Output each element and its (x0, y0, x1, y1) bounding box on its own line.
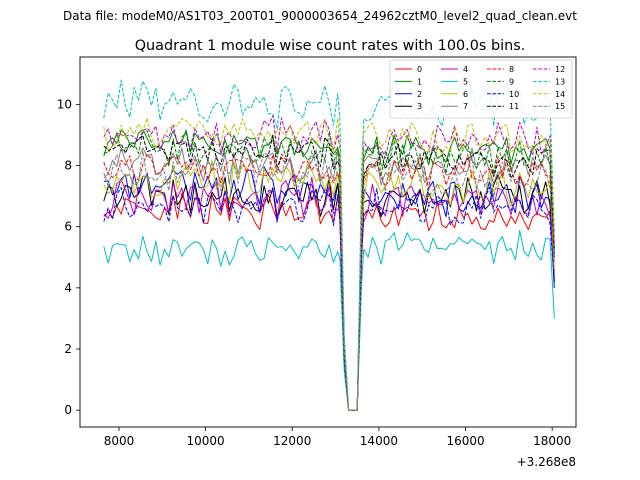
legend-label-5: 5 (463, 77, 468, 86)
series-line-5 (103, 230, 555, 411)
legend-label-13: 13 (555, 77, 565, 86)
series-line-0 (103, 192, 555, 411)
legend-label-3: 3 (417, 102, 422, 111)
x-tick-label: 14000 (360, 434, 398, 448)
legend-label-15: 15 (555, 102, 565, 111)
x-tick-label: 10000 (187, 434, 225, 448)
x-tick-label: 12000 (273, 434, 311, 448)
legend-label-4: 4 (463, 65, 468, 74)
legend-label-14: 14 (555, 90, 565, 99)
x-axis: 8000 10000 12000 14000 16000 18000 (104, 427, 571, 448)
y-tick-label: 4 (64, 281, 72, 295)
x-tick-label: 16000 (446, 434, 484, 448)
series-line-10 (103, 186, 555, 411)
series-line-11 (103, 134, 555, 411)
chart-title: Quadrant 1 module wise count rates with … (135, 38, 526, 54)
x-offset-label: +3.268e8 (517, 455, 576, 469)
series-line-15 (103, 150, 555, 411)
legend-label-8: 8 (509, 65, 514, 74)
legend-box (389, 59, 573, 119)
series-line-14 (103, 117, 555, 411)
legend-label-12: 12 (555, 65, 565, 74)
legend-label-6: 6 (463, 90, 468, 99)
x-tick-label: 18000 (533, 434, 571, 448)
legend-label-10: 10 (509, 90, 519, 99)
series-line-6 (103, 159, 555, 411)
legend-label-1: 1 (417, 77, 422, 86)
chart-suptitle: Data file: modeM0/AS1T03_200T01_90000036… (63, 9, 577, 23)
y-tick-label: 0 (64, 403, 72, 417)
y-tick-label: 6 (64, 220, 72, 234)
plot-lines (103, 79, 555, 411)
y-tick-label: 2 (64, 342, 72, 356)
legend-label-2: 2 (417, 90, 422, 99)
series-line-4 (103, 176, 555, 411)
y-tick-label: 8 (64, 159, 72, 173)
x-tick-label: 8000 (104, 434, 135, 448)
legend-label-9: 9 (509, 77, 514, 86)
legend-label-11: 11 (509, 102, 519, 111)
series-line-3 (103, 174, 555, 411)
series-line-12 (103, 115, 555, 411)
y-tick-label: 10 (57, 97, 72, 111)
y-axis: 0 2 4 6 8 10 (57, 97, 80, 417)
series-line-9 (103, 130, 555, 411)
series-line-7 (103, 147, 555, 411)
axes-frame (79, 56, 577, 428)
legend-label-0: 0 (417, 65, 422, 74)
legend-label-7: 7 (463, 102, 468, 111)
